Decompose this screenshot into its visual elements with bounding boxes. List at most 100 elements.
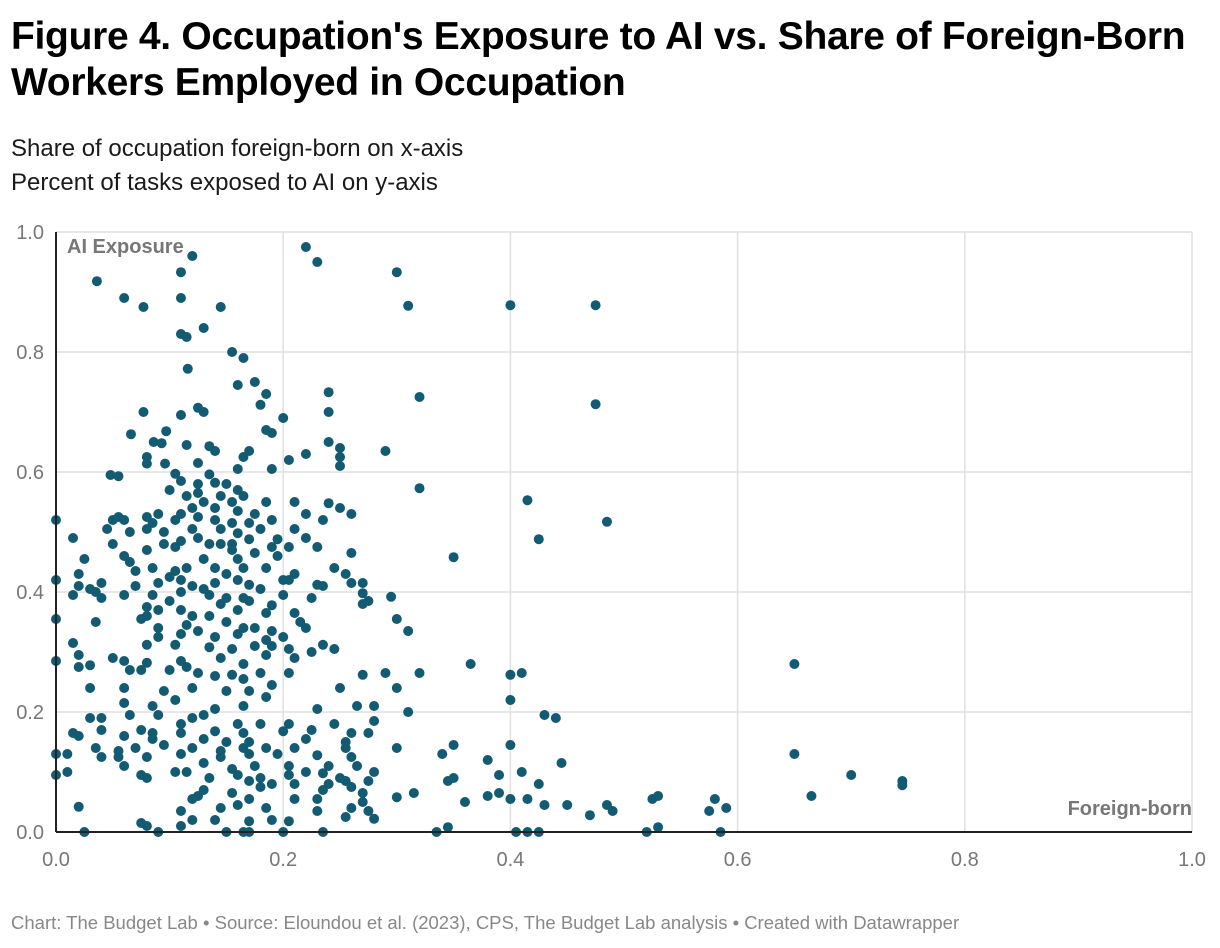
data-point <box>187 743 198 753</box>
data-point <box>147 590 158 600</box>
data-point <box>221 617 232 627</box>
data-point <box>266 600 277 611</box>
data-point <box>215 524 226 534</box>
data-point <box>107 653 118 663</box>
data-point <box>238 452 249 462</box>
data-point <box>232 605 243 615</box>
data-point <box>897 780 908 791</box>
data-point <box>300 449 311 459</box>
data-point <box>244 686 255 696</box>
data-point <box>261 497 272 507</box>
data-point <box>210 632 221 642</box>
data-point <box>141 773 152 783</box>
data-point <box>187 503 198 513</box>
data-point <box>141 752 152 762</box>
data-point <box>346 509 357 519</box>
data-point <box>391 614 402 624</box>
data-point <box>266 779 277 789</box>
data-point <box>156 438 167 449</box>
subtitle-y-description: Percent of tasks exposed to AI on y-axis <box>11 169 438 196</box>
data-point <box>187 815 198 825</box>
data-point <box>138 407 149 417</box>
data-point <box>232 528 243 539</box>
data-point <box>653 822 664 833</box>
x-tick-label: 0.2 <box>269 849 297 871</box>
data-point <box>96 593 107 603</box>
data-point <box>221 737 232 747</box>
data-point <box>96 725 107 735</box>
data-point <box>380 446 391 456</box>
data-point <box>210 515 221 525</box>
data-point <box>204 642 215 653</box>
data-point <box>289 653 300 663</box>
data-point <box>215 539 226 549</box>
data-point <box>244 579 255 590</box>
data-point <box>340 812 351 822</box>
x-tick-label: 0.0 <box>42 849 70 871</box>
data-point <box>204 590 215 600</box>
data-point <box>363 776 374 786</box>
data-point <box>300 509 311 519</box>
data-point <box>533 534 544 545</box>
data-point <box>846 770 857 780</box>
x-tick-label: 0.8 <box>951 849 979 871</box>
data-point <box>244 596 255 606</box>
data-point <box>215 491 226 501</box>
y-axis-label: AI Exposure <box>67 236 184 258</box>
data-point <box>261 389 272 399</box>
data-point <box>244 534 255 545</box>
data-point <box>91 276 102 287</box>
data-point <box>210 503 221 513</box>
data-point <box>357 788 368 798</box>
data-point <box>283 770 294 780</box>
data-point <box>448 773 459 783</box>
data-point <box>317 515 328 525</box>
data-point <box>232 554 243 564</box>
data-point <box>227 644 238 654</box>
data-point <box>210 563 221 573</box>
data-point <box>141 602 152 612</box>
data-point <box>516 767 527 777</box>
data-point <box>158 740 169 750</box>
data-point <box>266 542 277 552</box>
data-point <box>187 683 198 693</box>
data-point <box>193 458 203 468</box>
data-point <box>289 779 300 789</box>
data-point <box>266 464 277 474</box>
data-point <box>346 548 357 558</box>
data-point <box>210 477 221 488</box>
data-point <box>357 797 368 807</box>
data-point <box>198 734 209 744</box>
data-point <box>198 758 209 768</box>
data-point <box>210 671 221 681</box>
data-point <box>181 491 192 501</box>
data-point <box>187 251 198 261</box>
data-point <box>119 731 130 741</box>
data-point <box>704 806 715 816</box>
data-point <box>181 767 192 777</box>
data-point <box>175 575 186 585</box>
data-point <box>119 761 130 771</box>
data-point <box>153 623 164 633</box>
data-point <box>181 332 192 342</box>
data-point <box>170 695 181 705</box>
data-point <box>105 470 116 480</box>
data-point <box>73 569 84 579</box>
data-point <box>312 750 323 761</box>
data-point <box>300 734 311 744</box>
data-point <box>283 719 294 729</box>
data-point <box>164 485 175 495</box>
data-point <box>539 710 550 720</box>
data-point <box>352 761 363 771</box>
data-point <box>68 590 79 600</box>
data-point <box>272 534 283 545</box>
data-point <box>283 761 294 771</box>
data-point <box>255 584 266 594</box>
data-point <box>232 464 243 474</box>
data-point <box>198 407 209 417</box>
data-point <box>73 650 84 660</box>
y-tick-label: 0.2 <box>16 702 44 724</box>
data-point <box>187 611 198 621</box>
data-point <box>90 617 101 627</box>
data-point <box>73 731 84 741</box>
